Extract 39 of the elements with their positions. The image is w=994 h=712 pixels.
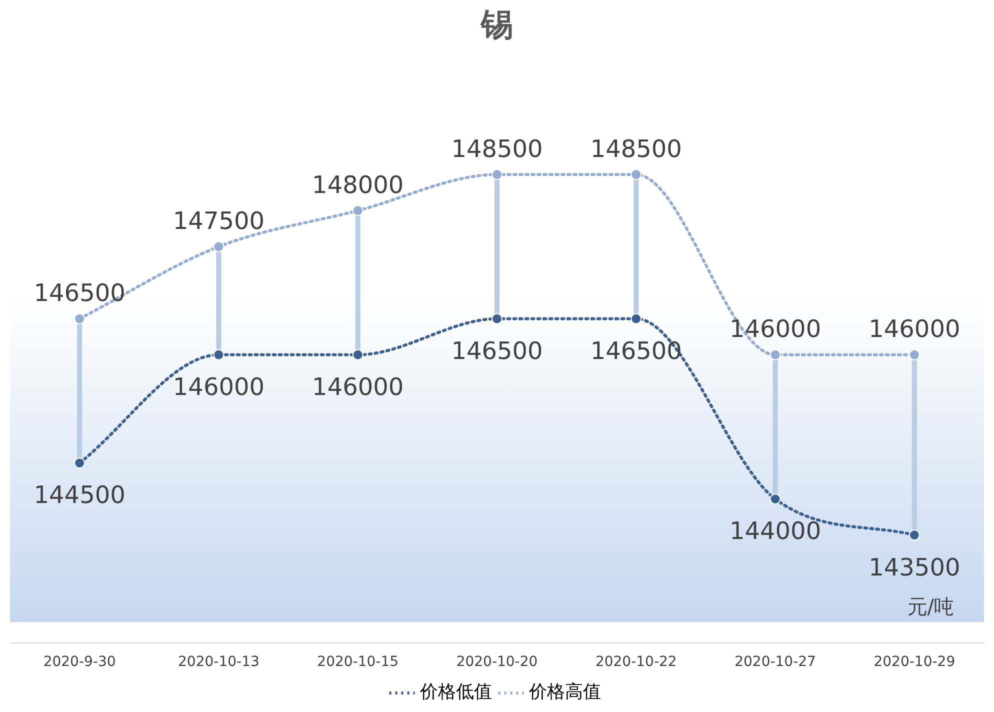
point: [908, 349, 920, 360]
data-label: 148500: [590, 134, 682, 163]
point: [770, 494, 781, 504]
data-label: 146000: [312, 373, 404, 402]
data-label: 146500: [590, 336, 682, 365]
data-label: 148000: [312, 170, 404, 199]
point: [492, 169, 502, 180]
data-label: 146000: [868, 315, 960, 344]
legend-label: 价格高值: [528, 682, 601, 703]
data-label: 144000: [729, 517, 822, 546]
data-label: 147500: [172, 206, 265, 235]
data-label: 146000: [729, 315, 822, 344]
point: [74, 457, 86, 468]
data-label: 146000: [172, 373, 265, 402]
point: [770, 349, 781, 360]
point: [213, 241, 224, 252]
point: [213, 349, 224, 360]
point: [352, 205, 364, 216]
data-label: 144500: [34, 481, 126, 510]
x-tick-label: 2020-9-30: [43, 654, 116, 670]
x-tick-label: 2020-10-27: [734, 654, 816, 670]
data-label: 146500: [34, 278, 126, 307]
data-label: 143500: [868, 553, 960, 582]
data-label: 146500: [451, 336, 543, 365]
text: 元/吨: [907, 594, 954, 618]
x-tick-label: 2020-10-22: [595, 654, 677, 670]
x-tick-label: 2020-10-20: [456, 654, 538, 670]
point: [352, 349, 364, 360]
point: [908, 530, 920, 541]
x-tick-label: 2020-10-29: [874, 654, 956, 670]
x-tick-label: 2020-10-15: [317, 654, 399, 670]
point: [74, 313, 86, 324]
legend-label: 价格低值: [419, 682, 492, 703]
point: [492, 313, 502, 324]
data-label: 148500: [451, 134, 543, 163]
point: [630, 169, 642, 180]
x-tick-label: 2020-10-13: [178, 654, 260, 670]
chart-title: 锡: [480, 6, 513, 44]
point: [630, 313, 642, 324]
